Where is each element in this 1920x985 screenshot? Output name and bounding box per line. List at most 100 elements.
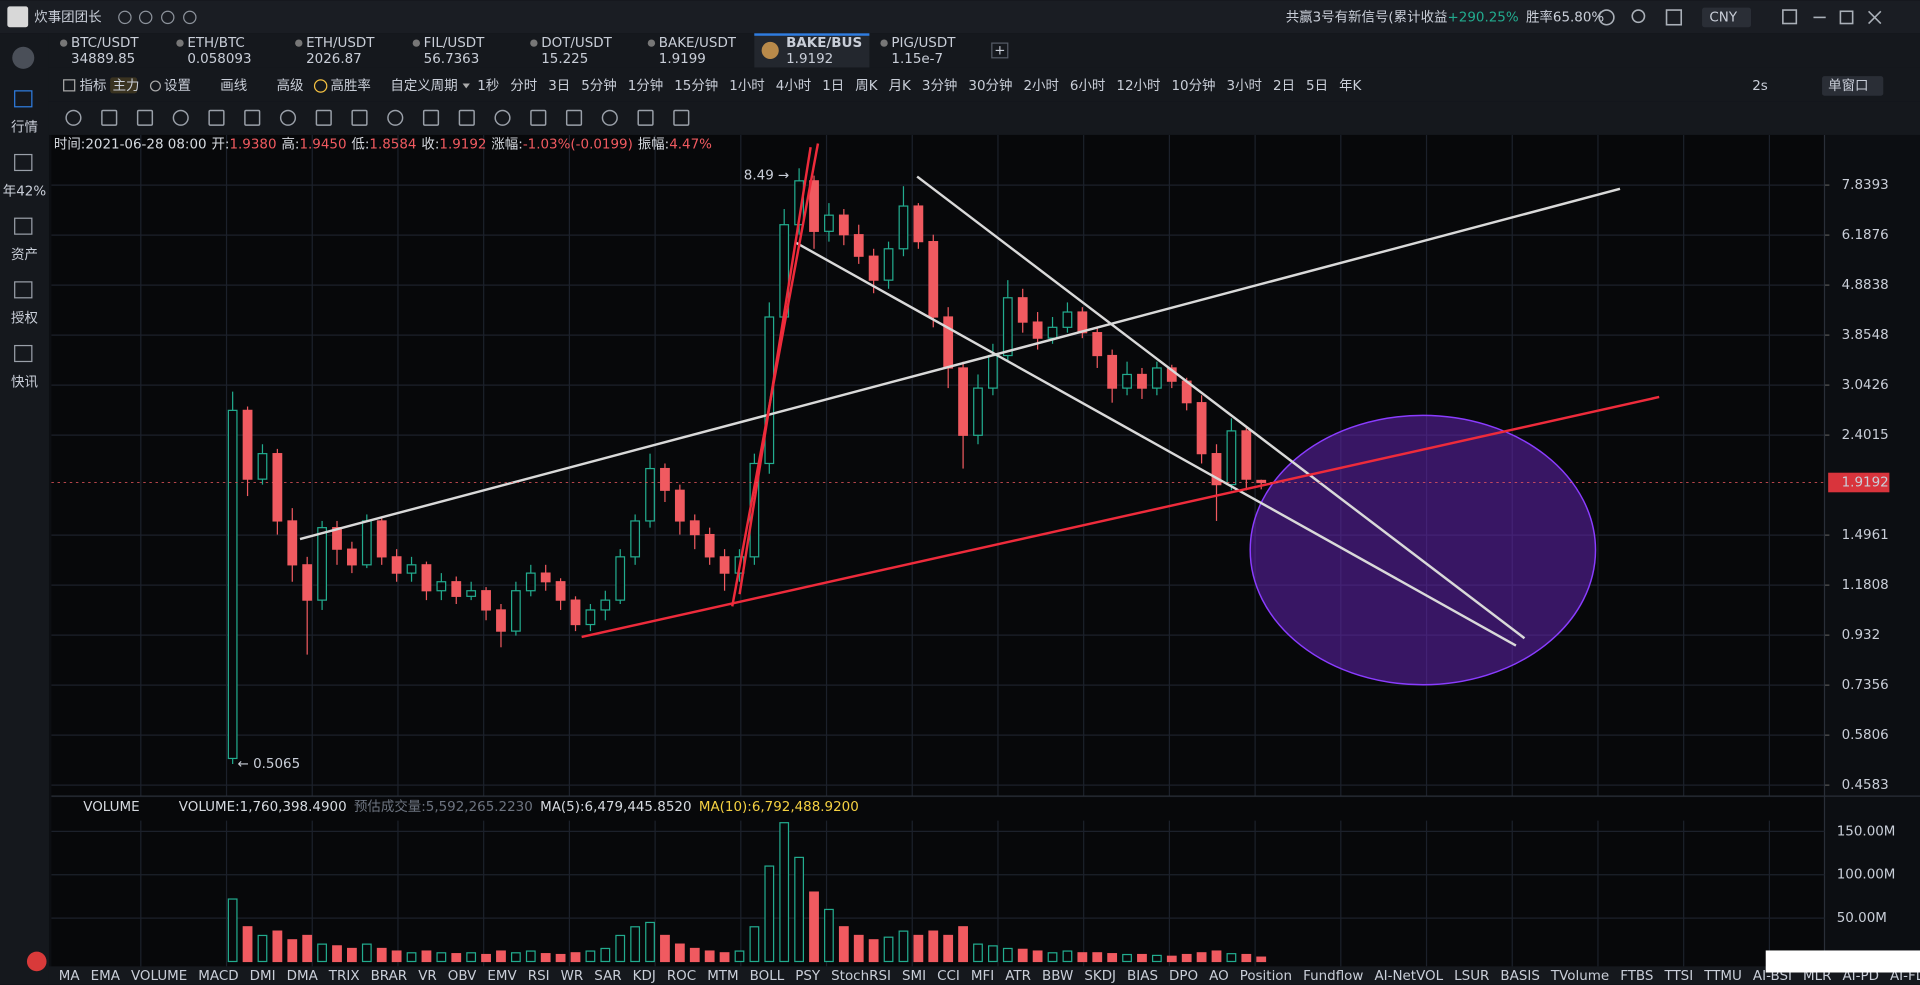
indicator-tab[interactable]: RSI	[528, 969, 550, 984]
draw-tool[interactable]	[208, 109, 225, 126]
indicator-tab[interactable]: SMI	[902, 969, 926, 984]
indicator-tab[interactable]: BASIS	[1500, 969, 1539, 984]
period-btn[interactable]: 10分钟	[1171, 77, 1215, 94]
indicator-btn[interactable]: 指标	[80, 78, 107, 94]
period-btn[interactable]: 1小时	[729, 78, 764, 94]
indicator-tab[interactable]: Fundflow	[1303, 969, 1363, 984]
notify-badge[interactable]	[26, 951, 47, 972]
indicator-tab[interactable]: TVolume	[1550, 969, 1609, 984]
draw-tool[interactable]	[637, 109, 654, 126]
period-btn[interactable]: 6小时	[1070, 78, 1105, 94]
period-btn[interactable]: 1分钟	[628, 77, 663, 94]
period-btn[interactable]: 5分钟	[581, 77, 616, 94]
draw-tool[interactable]	[172, 109, 189, 126]
indicator-tab[interactable]: WR	[561, 969, 584, 984]
period-btn[interactable]: 年K	[1339, 78, 1362, 94]
indicator-tab[interactable]: PSY	[795, 969, 821, 984]
period-btn[interactable]: 3分钟	[922, 77, 957, 94]
draw-tool[interactable]	[458, 109, 475, 126]
header-icons[interactable]	[1598, 9, 1882, 26]
indicator-tab[interactable]: OBV	[448, 969, 477, 984]
draw-tool[interactable]	[565, 109, 583, 126]
window-btn[interactable]: 单窗口	[1828, 77, 1868, 94]
indicator-tab[interactable]: MA	[59, 969, 81, 984]
draw-tool[interactable]	[387, 109, 404, 126]
period-btn[interactable]: 15分钟	[674, 77, 718, 94]
indicator-tab[interactable]: AI-FDI	[1890, 969, 1920, 984]
indicator-tab[interactable]: TRIX	[328, 969, 360, 984]
period-btn[interactable]: 2日	[1273, 79, 1295, 94]
period-btn[interactable]: 周K	[855, 79, 878, 94]
indicator-tab[interactable]: AI-NetVOL	[1374, 969, 1443, 984]
indicator-tab[interactable]: EMV	[487, 969, 517, 984]
add-tab[interactable]	[991, 42, 1009, 59]
settings-btn[interactable]: 设置	[164, 78, 191, 94]
indicator-tab[interactable]: BOLL	[750, 969, 785, 984]
draw-tool[interactable]	[136, 109, 154, 126]
indicator-tab[interactable]: Position	[1240, 969, 1292, 984]
signal-text[interactable]: 共赢3号有新信号(累计收益+290.25% 胜率65.80%	[1286, 8, 1605, 25]
sidebar-label[interactable]: 行情	[11, 120, 38, 136]
draw-tool[interactable]	[601, 109, 618, 126]
draw-tool[interactable]	[101, 109, 118, 126]
indicator-tab[interactable]: VOLUME	[131, 969, 187, 984]
period-btn[interactable]: 2小时	[1023, 78, 1058, 94]
draw-tool[interactable]	[351, 109, 368, 126]
currency-select[interactable]	[1702, 7, 1752, 28]
drawing-tools[interactable]	[65, 109, 690, 126]
sidebar-label[interactable]: 资产	[11, 247, 38, 263]
draw-tool[interactable]	[494, 109, 511, 126]
draw-tool[interactable]	[530, 109, 547, 126]
indicator-tab[interactable]: VR	[418, 969, 437, 984]
period-btn[interactable]: 30分钟	[968, 77, 1012, 94]
indicator-tab[interactable]: LSUR	[1454, 969, 1489, 984]
indicator-tab[interactable]: AI-PD	[1842, 969, 1879, 984]
draw-tool[interactable]	[422, 109, 440, 126]
draw-tool[interactable]	[279, 109, 297, 126]
sidebar-label[interactable]: 快讯	[11, 374, 38, 390]
indicator-tab[interactable]: AO	[1209, 969, 1229, 984]
draw-btn[interactable]: 画线	[220, 78, 247, 94]
period-btn[interactable]: 5日	[1306, 79, 1328, 94]
refresh-btn[interactable]: 2s	[1752, 79, 1768, 94]
period-btn[interactable]: 4小时	[776, 78, 811, 94]
indicator-tab[interactable]: BRAR	[371, 969, 408, 984]
sidebar-label[interactable]: 授权	[11, 310, 38, 327]
indicator-tab[interactable]: TTSI	[1663, 969, 1693, 984]
win-rate-btn[interactable]: 高胜率	[330, 77, 370, 94]
indicator-tab[interactable]: BBW	[1042, 969, 1073, 984]
draw-tool[interactable]	[315, 109, 332, 126]
period-btn[interactable]: 3小时	[1227, 78, 1262, 94]
draw-tool[interactable]	[65, 109, 82, 126]
indicator-tab[interactable]: MLR	[1803, 969, 1831, 984]
period-btn[interactable]: 分时	[510, 78, 537, 94]
indicator-tab[interactable]: SKDJ	[1084, 969, 1116, 984]
sidebar-label[interactable]: 年42%	[3, 183, 47, 199]
indicator-tab[interactable]: CCI	[937, 969, 960, 984]
indicator-tab[interactable]: FTBS	[1620, 969, 1653, 984]
indicator-tab[interactable]: ATR	[1005, 969, 1031, 984]
custom-period-btn[interactable]: 自定义周期	[390, 78, 457, 94]
period-btn[interactable]: 12小时	[1116, 78, 1160, 94]
indicator-tab[interactable]: MFI	[971, 969, 994, 984]
indicator-tab[interactable]: StochRSI	[831, 969, 891, 984]
indicator-tab[interactable]: TTMU	[1703, 969, 1742, 984]
window-btn-bg[interactable]	[1822, 76, 1884, 96]
draw-tool[interactable]	[244, 109, 261, 126]
indicator-tab[interactable]: DMI	[250, 969, 276, 984]
indicator-tab[interactable]: MTM	[707, 969, 738, 984]
period-btn[interactable]: 1日	[822, 79, 844, 94]
period-btn[interactable]: 3日	[548, 79, 570, 94]
indicator-tab[interactable]: AI-BSI	[1753, 969, 1792, 984]
draw-tool[interactable]	[673, 109, 690, 126]
main-btn[interactable]: 主力	[113, 78, 140, 94]
indicator-tab[interactable]: MACD	[198, 969, 238, 984]
period-btn[interactable]: 月K	[889, 79, 912, 94]
